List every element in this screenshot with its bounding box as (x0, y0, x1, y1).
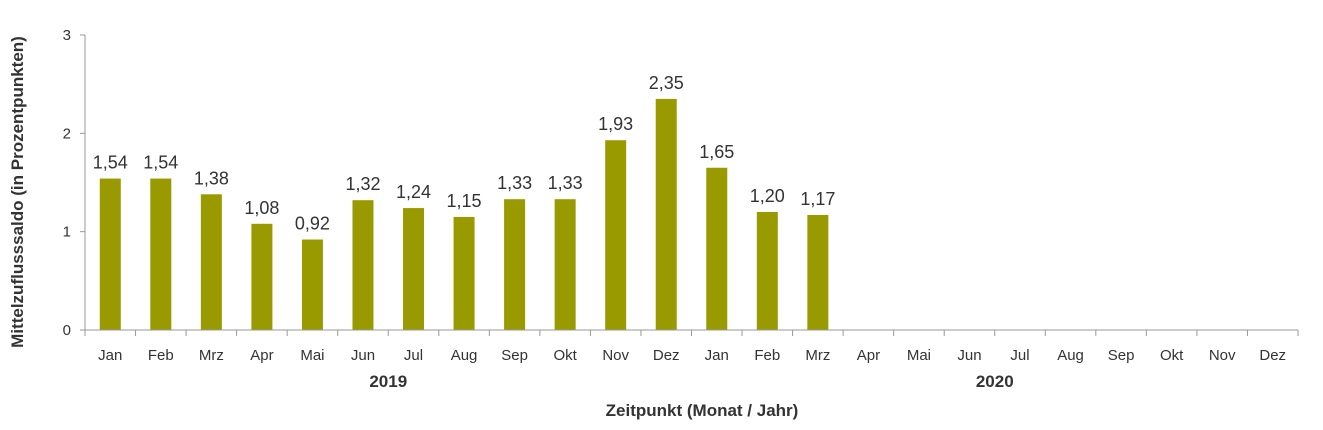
x-tick-label: Feb (754, 347, 780, 364)
bar (605, 140, 627, 330)
bar (99, 178, 121, 330)
x-tick-label: Jul (404, 347, 423, 364)
x-axis-title: Zeitpunkt (Monat / Jahr) (606, 401, 799, 420)
data-label: 1,17 (800, 189, 835, 209)
x-tick-label: Dez (1259, 347, 1286, 364)
bar (251, 223, 273, 330)
y-tick-label: 2 (63, 125, 71, 142)
bar (301, 239, 323, 330)
data-label: 1,24 (396, 182, 431, 202)
x-tick-label: Mrz (805, 347, 830, 364)
x-labels-group: Jan Feb Mrz Apr Mai Jun Jul Aug Sep Okt Nov Dez Jan F… (98, 347, 1286, 364)
x-tick-label: Jun (351, 347, 375, 364)
bar (706, 167, 728, 330)
data-label: 1,38 (194, 168, 229, 188)
bar (756, 212, 778, 330)
bar (655, 98, 677, 331)
x-tick-label: Mai (907, 347, 931, 364)
x-tick-label: Jan (98, 347, 122, 364)
year-labels-group: 2019 2020 (369, 372, 1013, 391)
data-label: 1,15 (447, 191, 482, 211)
data-label: 1,93 (598, 114, 633, 134)
x-tick-label: Okt (553, 347, 577, 364)
axes-group (80, 34, 1299, 336)
x-tick-label: Jan (705, 347, 729, 364)
y-tick-label: 1 (63, 224, 71, 241)
y-tick-label: 3 (63, 27, 71, 44)
data-label: 1,33 (497, 173, 532, 193)
data-label: 0,92 (295, 214, 330, 234)
data-label: 1,33 (548, 173, 583, 193)
x-tick-label: Jun (957, 347, 981, 364)
x-tick-label: Mrz (199, 347, 224, 364)
x-tick-label: Apr (250, 347, 273, 364)
data-label: 1,54 (93, 153, 128, 173)
bar (403, 208, 425, 330)
x-tick-label: Feb (148, 347, 174, 364)
bar (504, 199, 526, 330)
data-label: 1,65 (699, 142, 734, 162)
x-tick-label: Jul (1010, 347, 1029, 364)
data-label: 1,20 (750, 186, 785, 206)
x-tick-label: Nov (602, 347, 629, 364)
y-labels-group: 0 1 2 3 (63, 27, 71, 339)
x-tick-label: Nov (1209, 347, 1236, 364)
x-tick-label: Aug (1057, 347, 1084, 364)
bar (200, 194, 222, 330)
x-tick-label: Mai (300, 347, 324, 364)
bars-group (99, 98, 829, 331)
x-tick-label: Sep (1108, 347, 1135, 364)
y-tick-label: 0 (63, 322, 71, 339)
year-label: 2020 (976, 372, 1014, 391)
data-label: 1,08 (244, 198, 279, 218)
x-tick-label: Okt (1160, 347, 1184, 364)
data-label: 1,54 (143, 153, 178, 173)
x-tick-label: Aug (451, 347, 478, 364)
x-tick-label: Apr (857, 347, 880, 364)
bar (554, 199, 576, 330)
data-label: 2,35 (649, 73, 684, 93)
value-labels-group: 1,54 1,54 1,38 1,08 0,92 1,32 1,24 1,15 1,33 1,33… (93, 73, 836, 234)
bar (352, 200, 374, 330)
bar (453, 216, 475, 330)
data-label: 1,32 (345, 174, 380, 194)
year-label: 2019 (369, 372, 407, 391)
x-tick-label: Dez (653, 347, 680, 364)
y-axis-title: Mittelzuflusssaldo (in Prozentpunkten) (8, 36, 27, 348)
x-tick-label: Sep (501, 347, 528, 364)
bar (807, 214, 829, 330)
bar (150, 178, 172, 330)
